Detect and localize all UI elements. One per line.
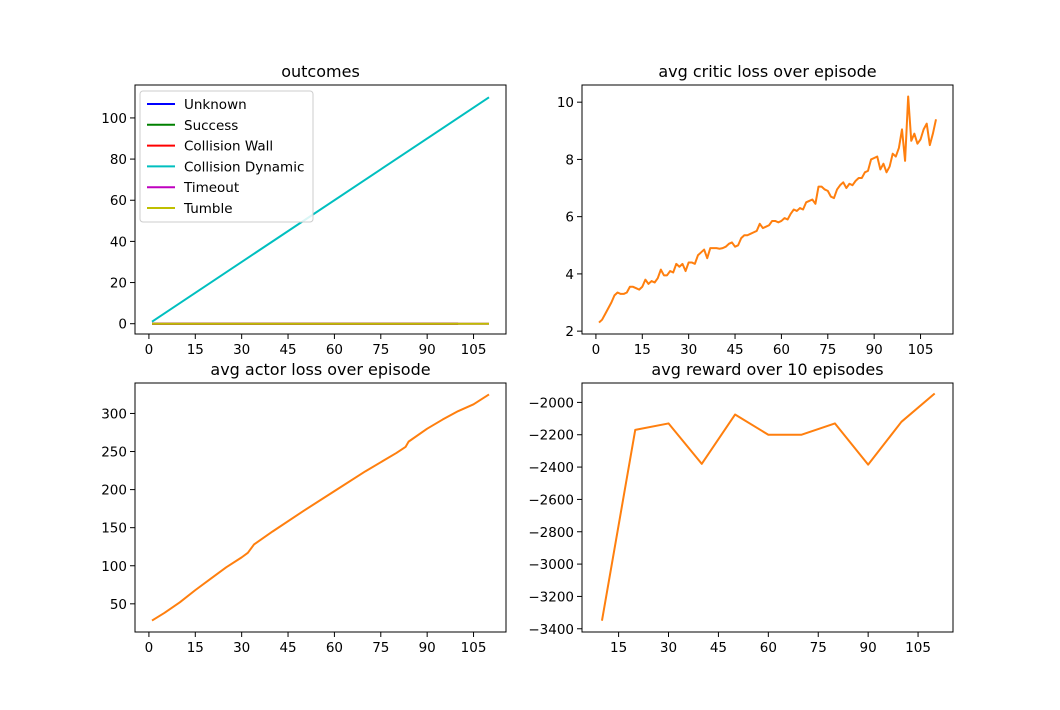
axes-frame bbox=[134, 382, 507, 633]
y-tick-label: −2000 bbox=[528, 395, 574, 411]
x-tick-label: 30 bbox=[233, 342, 250, 358]
x-tick-label: 75 bbox=[819, 342, 836, 358]
chart-title: avg reward over 10 episodes bbox=[651, 360, 883, 379]
series-line-1 bbox=[600, 392, 936, 621]
legend: Unknown Success Collision Wall Collision Dy… bbox=[139, 90, 314, 223]
chart-panel-4: 15 30 45 60 75 90 105 −3400 −3200 −3000 −2800 −2600… bbox=[528, 360, 954, 656]
x-tick-label: 30 bbox=[680, 342, 697, 358]
x-tick-label: 105 bbox=[908, 342, 934, 358]
y-tick-label: 100 bbox=[101, 559, 127, 575]
y-tick-label: 6 bbox=[565, 210, 574, 226]
y-tick-label: 60 bbox=[110, 193, 127, 209]
y-tick-label: −3000 bbox=[528, 557, 574, 573]
y-tick-label: −2400 bbox=[528, 460, 574, 476]
x-tick-label: 60 bbox=[326, 342, 343, 358]
y-tick-label: 40 bbox=[110, 234, 127, 250]
x-tick-label: 45 bbox=[279, 640, 296, 656]
y-tick-label: 150 bbox=[101, 521, 127, 537]
y-tick-label: −3400 bbox=[528, 622, 574, 638]
y-tick-label: 100 bbox=[101, 111, 127, 127]
y-tick-label: −3200 bbox=[528, 589, 574, 605]
chart-title: outcomes bbox=[281, 62, 360, 81]
chart-title: avg critic loss over episode bbox=[658, 62, 876, 81]
axes-frame bbox=[134, 84, 507, 335]
x-tick-label: 90 bbox=[860, 640, 877, 656]
x-tick-label: 75 bbox=[810, 640, 827, 656]
chart-panel-3: 0 15 30 45 60 75 90 105 50 100 150 200 250 300 avg act… bbox=[101, 360, 507, 656]
x-tick-label: 105 bbox=[461, 342, 487, 358]
x-tick-label: 0 bbox=[145, 640, 154, 656]
x-tick-label: 90 bbox=[866, 342, 883, 358]
legend-box bbox=[139, 90, 314, 223]
x-tick-label: 30 bbox=[660, 640, 677, 656]
x-tick-label: 15 bbox=[187, 342, 204, 358]
x-tick-label: 105 bbox=[905, 640, 931, 656]
x-tick-label: 75 bbox=[372, 342, 389, 358]
y-tick-label: −2200 bbox=[528, 428, 574, 444]
x-tick-label: 15 bbox=[187, 640, 204, 656]
x-tick-label: 60 bbox=[326, 640, 343, 656]
x-tick-label: 15 bbox=[610, 640, 627, 656]
legend-entry: Collision Wall bbox=[184, 139, 273, 155]
x-tick-label: 0 bbox=[145, 342, 154, 358]
y-tick-label: −2600 bbox=[528, 492, 574, 508]
legend-entry: Collision Dynamic bbox=[184, 159, 304, 175]
x-tick-label: 90 bbox=[419, 640, 436, 656]
chart-panel-1: 0 15 30 45 60 75 90 105 0 20 40 60 80 100 outcomes Unkn… bbox=[101, 62, 507, 358]
x-tick-label: 15 bbox=[634, 342, 651, 358]
axes-frame bbox=[581, 84, 954, 335]
y-tick-label: 300 bbox=[101, 406, 127, 422]
x-tick-label: 45 bbox=[726, 342, 743, 358]
y-tick-label: 200 bbox=[101, 483, 127, 499]
y-tick-label: 250 bbox=[101, 445, 127, 461]
y-tick-label: 0 bbox=[118, 317, 127, 333]
y-tick-label: 2 bbox=[565, 324, 574, 340]
x-tick-label: 105 bbox=[461, 640, 487, 656]
x-tick-label: 30 bbox=[233, 640, 250, 656]
x-tick-label: 0 bbox=[592, 342, 601, 358]
y-tick-label: 10 bbox=[557, 95, 574, 111]
x-tick-label: 75 bbox=[372, 640, 389, 656]
x-tick-label: 45 bbox=[710, 640, 727, 656]
series-line-collision-dynamic bbox=[151, 96, 490, 323]
y-tick-label: 4 bbox=[565, 267, 574, 283]
y-tick-label: 20 bbox=[110, 276, 127, 292]
y-tick-label: −2800 bbox=[528, 525, 574, 541]
chart-panel-2: 0 15 30 45 60 75 90 105 2 4 6 8 10 avg critic loss ov… bbox=[557, 62, 954, 358]
series-line-1 bbox=[598, 95, 937, 324]
legend-entry: Timeout bbox=[183, 180, 239, 196]
y-tick-label: 80 bbox=[110, 152, 127, 168]
legend-entry: Unknown bbox=[184, 97, 247, 113]
series-line-1 bbox=[151, 393, 490, 622]
x-tick-label: 60 bbox=[760, 640, 777, 656]
x-tick-label: 60 bbox=[773, 342, 790, 358]
y-tick-label: 8 bbox=[565, 152, 574, 168]
axes-frame bbox=[581, 382, 954, 633]
legend-entry: Success bbox=[184, 118, 238, 134]
chart-title: avg actor loss over episode bbox=[210, 360, 430, 379]
x-tick-label: 45 bbox=[279, 342, 296, 358]
y-tick-label: 50 bbox=[110, 597, 127, 613]
x-tick-label: 90 bbox=[419, 342, 436, 358]
legend-entry: Tumble bbox=[183, 201, 233, 217]
